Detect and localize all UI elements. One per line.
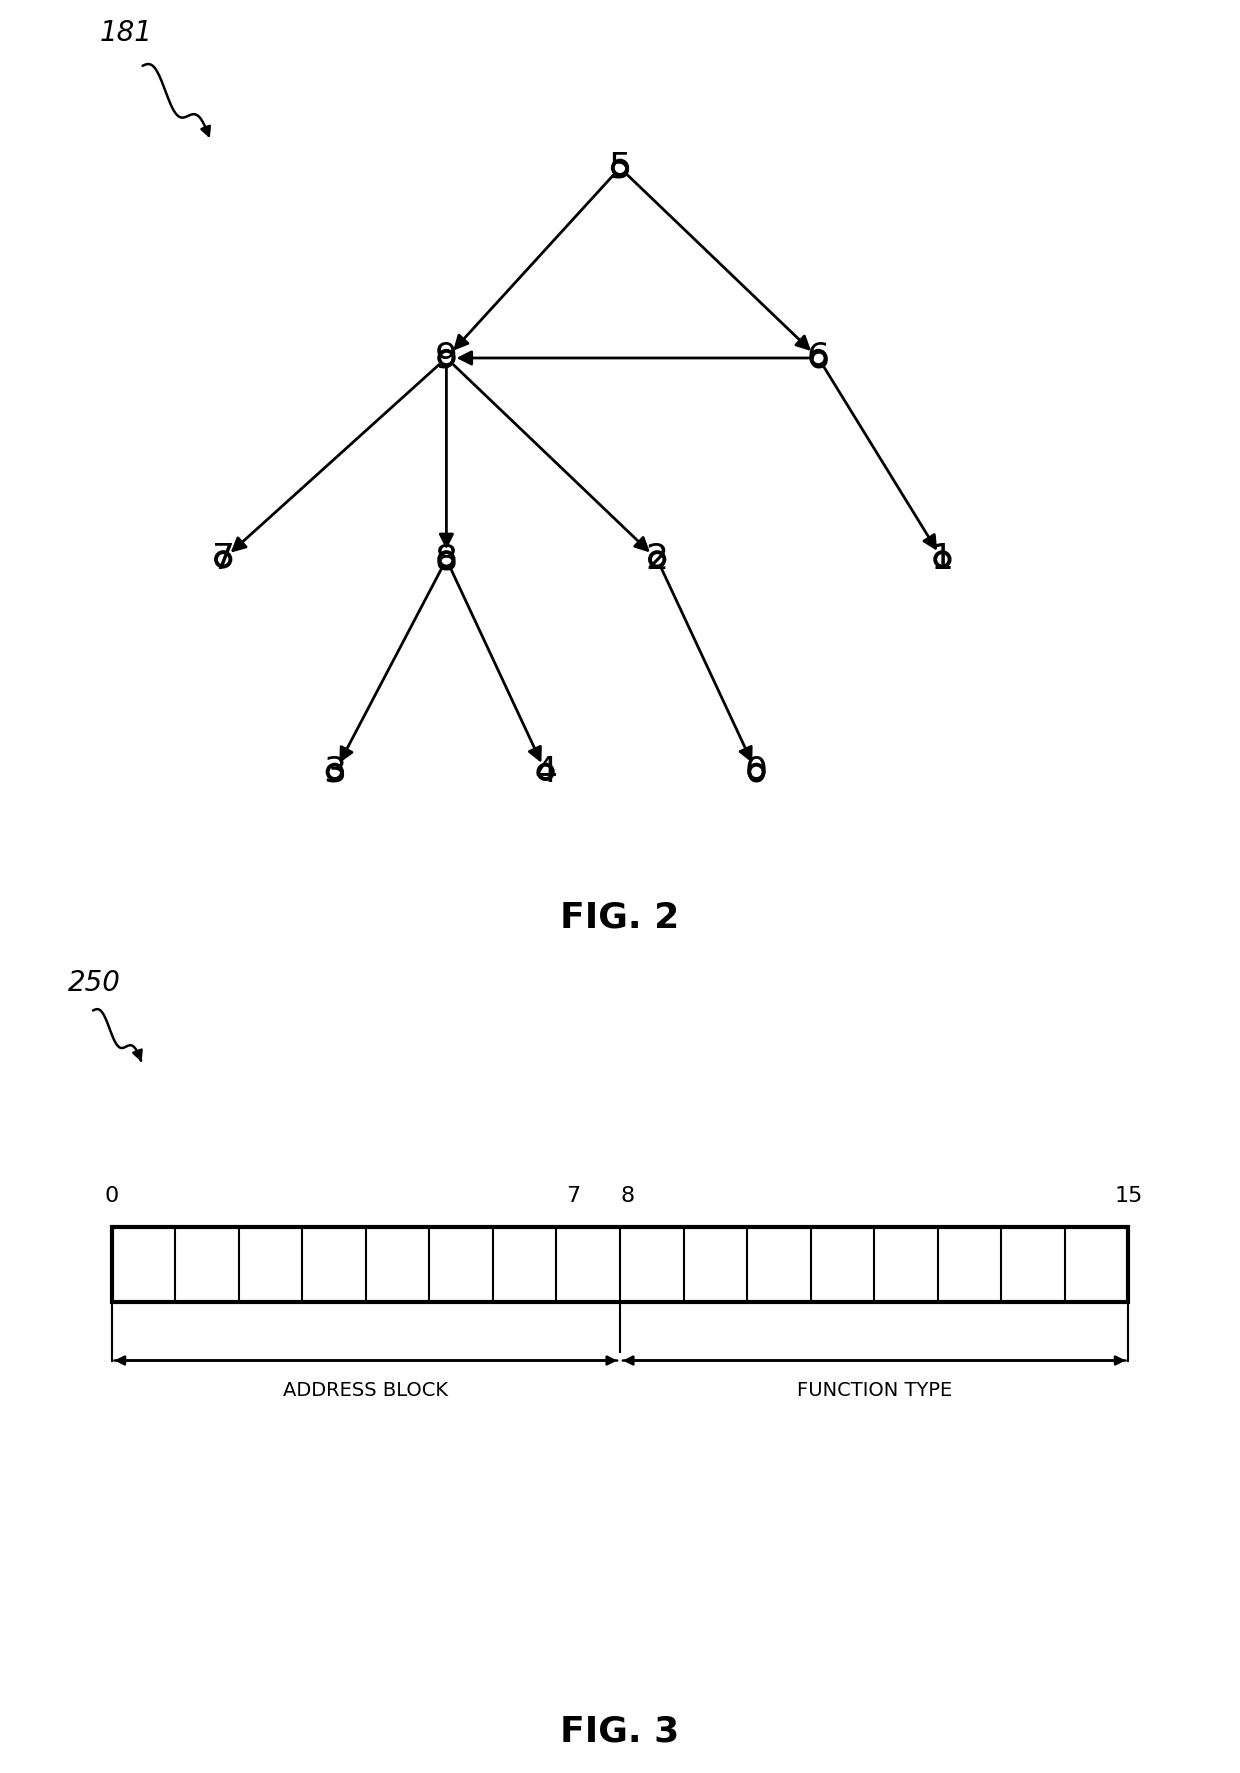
Text: 0: 0 (104, 1186, 119, 1206)
Ellipse shape (439, 351, 454, 365)
Ellipse shape (538, 764, 553, 778)
Text: 2: 2 (646, 543, 668, 576)
Ellipse shape (216, 551, 231, 567)
Ellipse shape (650, 551, 665, 567)
Text: 7: 7 (567, 1186, 580, 1206)
Text: FIG. 3: FIG. 3 (560, 1714, 680, 1748)
Text: 8: 8 (435, 543, 458, 576)
Text: 6: 6 (807, 340, 830, 374)
Text: 3: 3 (324, 755, 346, 789)
Text: 4: 4 (534, 755, 557, 789)
Text: ADDRESS BLOCK: ADDRESS BLOCK (283, 1381, 449, 1401)
Ellipse shape (327, 764, 342, 778)
Ellipse shape (613, 161, 627, 176)
Text: 9: 9 (435, 340, 458, 374)
Ellipse shape (935, 551, 950, 567)
Text: 8: 8 (620, 1186, 634, 1206)
Text: 15: 15 (1115, 1186, 1142, 1206)
Ellipse shape (749, 764, 764, 778)
Text: 0: 0 (745, 755, 768, 789)
Text: 5: 5 (609, 151, 631, 184)
Ellipse shape (811, 351, 826, 365)
Text: 181: 181 (99, 20, 153, 46)
Text: FIG. 2: FIG. 2 (560, 901, 680, 934)
Ellipse shape (439, 551, 454, 567)
Text: FUNCTION TYPE: FUNCTION TYPE (796, 1381, 952, 1401)
Text: 250: 250 (68, 968, 122, 996)
Text: 7: 7 (212, 543, 234, 576)
Text: 1: 1 (931, 543, 954, 576)
Bar (112, 1227, 1128, 1301)
